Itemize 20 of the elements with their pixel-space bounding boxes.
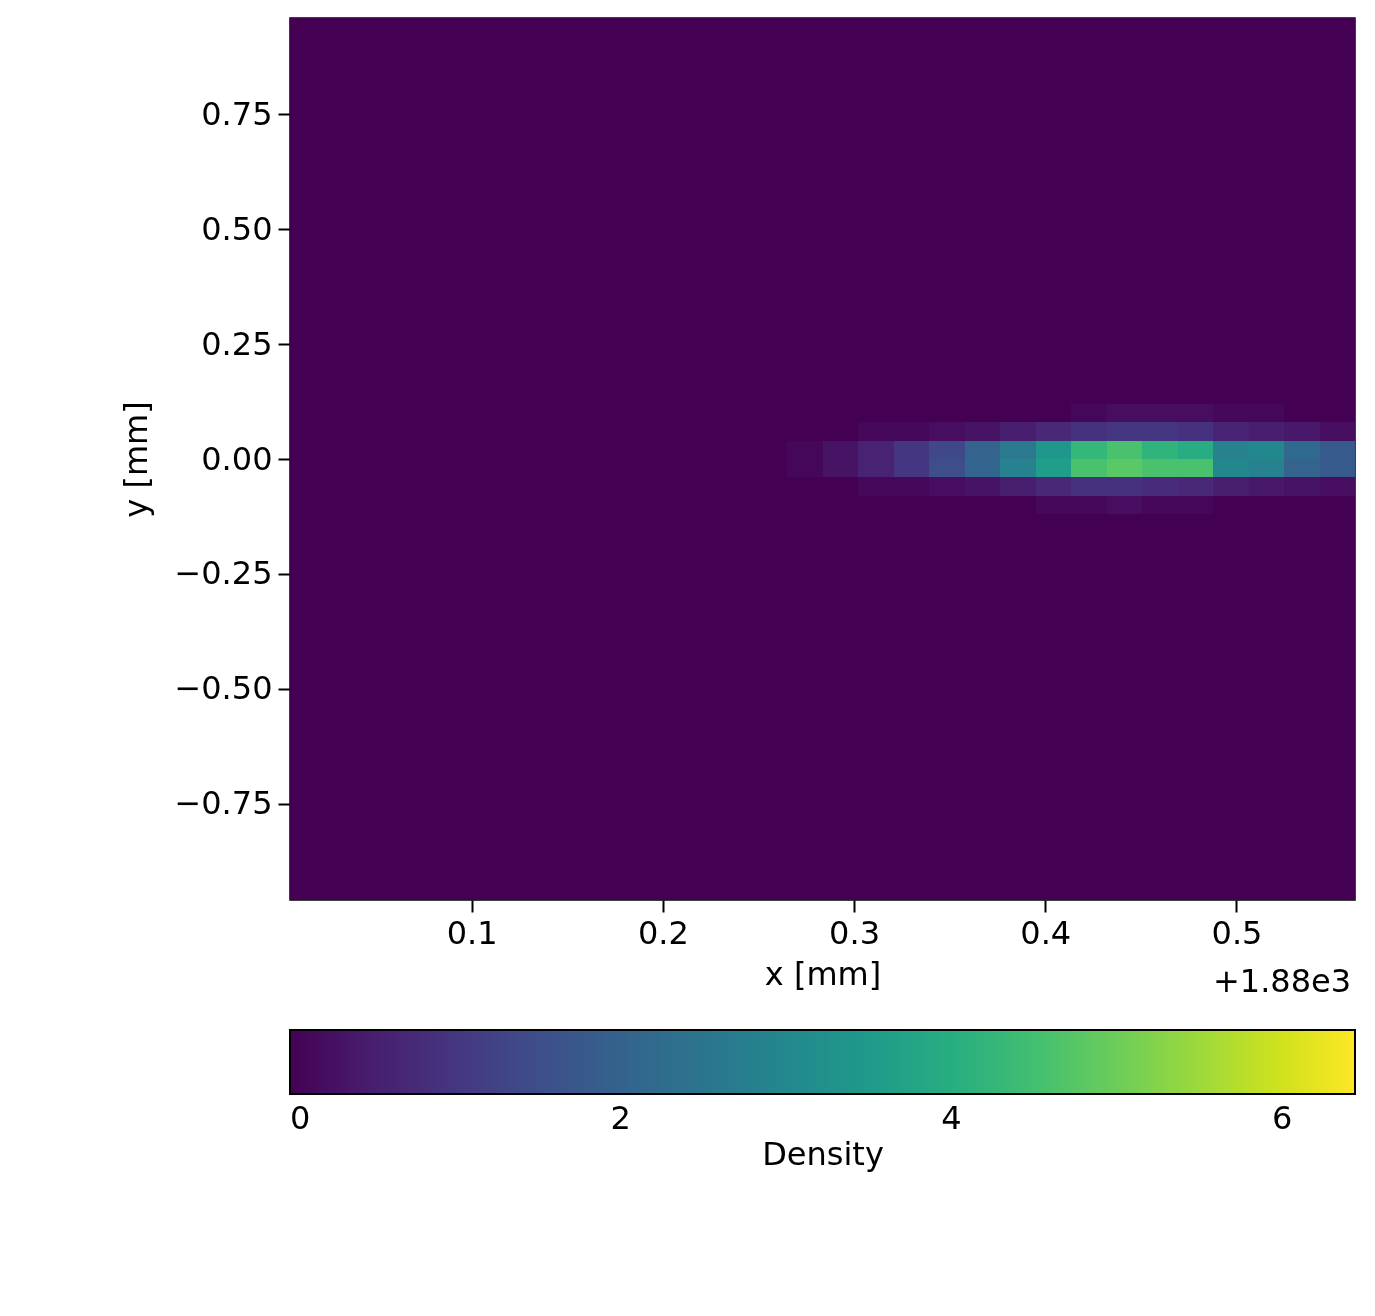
text: +1.88e3 [1213,962,1352,1000]
y-tick-label: 0.75 [201,94,273,133]
x-tick-label: 0.2 [637,913,689,952]
color-bar-label: 6 [1272,1099,1293,1137]
x-tick-label: 0.5 [1211,913,1263,952]
x-tick-label: 0.3 [829,913,880,952]
y-tick-label: −0.25 [174,554,273,593]
color-bar-label: 2 [610,1099,631,1137]
color-bar-label: 4 [941,1099,962,1137]
y-tick-label: 0.25 [201,324,273,363]
x-tick-label: 0.4 [1020,913,1072,952]
y-tick-label: 0.50 [201,209,273,248]
y-tick-label: 0.00 [201,439,273,478]
y-axis-title: y [mm] [117,401,156,518]
y-tick-label: −0.75 [174,784,273,823]
x-axis-title: x [mm] [764,954,882,993]
color-bar-title: Density [762,1135,884,1173]
color-bar-label: 0 [290,1099,311,1137]
y-tick-label: −0.50 [174,669,273,708]
x-tick-label: 0.1 [446,913,498,952]
